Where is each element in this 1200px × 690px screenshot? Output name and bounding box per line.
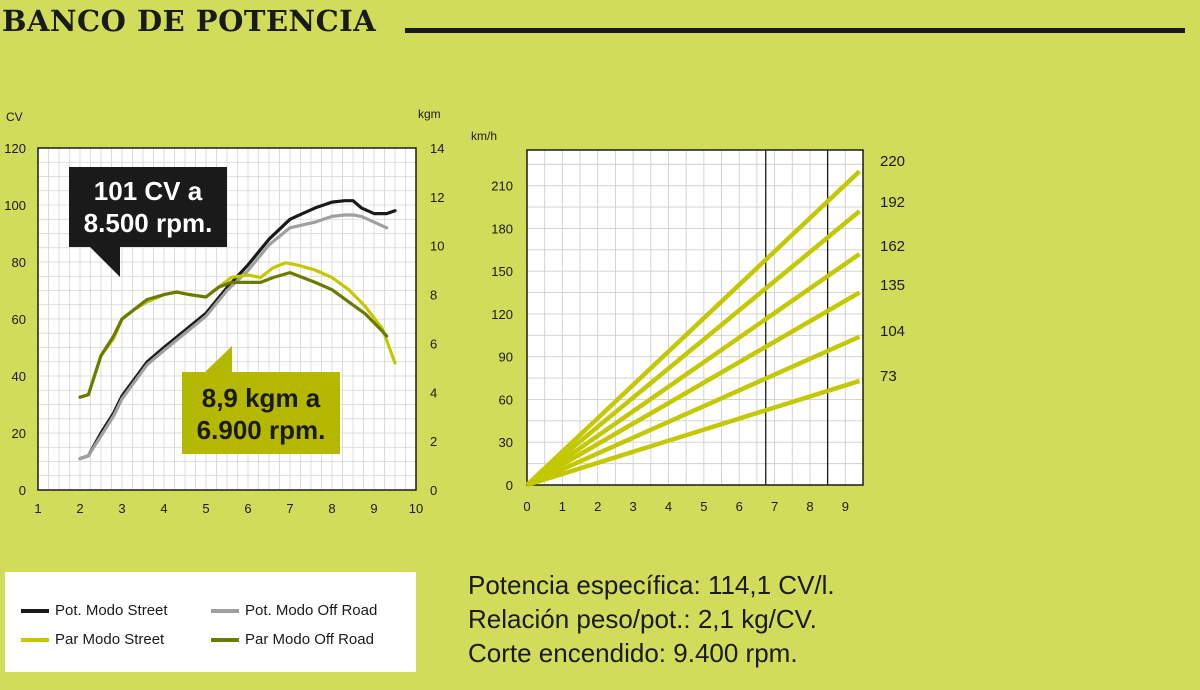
right-axis-unit: kgm (418, 107, 441, 121)
left-y-tick: 100 (4, 198, 26, 213)
speed-x-tick: 8 (806, 499, 813, 514)
right-y-tick: 6 (430, 336, 437, 351)
gear-line-220 (525, 169, 862, 487)
power-callout: 101 CV a 8.500 rpm. (69, 167, 227, 247)
left-x-tick: 1 (34, 501, 41, 516)
speed-x-tick: 6 (736, 499, 743, 514)
left-x-tick: 7 (286, 501, 293, 516)
left-y-tick: 40 (12, 369, 26, 384)
page-title: BANCO DE POTENCIA (2, 4, 377, 38)
left-y-tick: 0 (19, 483, 26, 498)
gear-end-label: 162 (880, 238, 905, 255)
spec-label: Potencia específica: (468, 570, 701, 600)
series-line-par-modo-off-road (78, 271, 389, 399)
speed-y-tick: 60 (499, 392, 513, 407)
left-plot-frame (37, 147, 417, 491)
legend-label: Par Modo Street (55, 631, 165, 648)
left-y-tick: 20 (12, 426, 26, 441)
left-y-tick: 80 (12, 255, 26, 270)
speed-x-tick: 1 (559, 499, 566, 514)
right-plot-frame (526, 149, 864, 486)
legend-swatch (21, 637, 49, 642)
gear-end-label: 135 (880, 277, 905, 294)
legend-item-par-offroad: Par Modo Off Road (211, 631, 374, 648)
left-x-tick: 2 (76, 501, 83, 516)
spec-value: 2,1 kg/CV. (697, 604, 817, 634)
power-callout-pointer (90, 247, 120, 277)
speed-x-tick: 3 (629, 499, 636, 514)
speed-y-tick: 30 (499, 435, 513, 450)
torque-callout-line1: 8,9 kgm a (201, 383, 321, 413)
speed-x-tick: 4 (665, 499, 672, 514)
gear-end-label: 73 (880, 368, 897, 385)
gear-line-135 (525, 290, 861, 487)
legend-item-pot-offroad: Pot. Modo Off Road (211, 602, 377, 619)
left-x-tick: 5 (202, 501, 209, 516)
legend-swatch (21, 608, 49, 613)
speed-x-tick: 5 (700, 499, 707, 514)
chart-legend: Pot. Modo Street Pot. Modo Off Road Par … (5, 572, 416, 672)
right-y-tick: 2 (430, 434, 437, 449)
legend-label: Pot. Modo Street (55, 602, 168, 619)
spec-value: 9.400 rpm. (673, 638, 798, 668)
right-y-tick: 8 (430, 288, 437, 303)
gear-line-162 (525, 252, 861, 487)
legend-label: Pot. Modo Off Road (245, 602, 378, 619)
left-y-tick: 60 (12, 312, 26, 327)
spec-potencia: Potencia específica: 114,1 CV/l. (468, 570, 835, 601)
speed-y-tick: 120 (491, 307, 513, 322)
spec-label: Corte encendido: (468, 638, 667, 668)
speed-y-tick: 210 (491, 179, 513, 194)
series-line-pot-modo-off-road (78, 213, 389, 461)
spec-corte: Corte encendido: 9.400 rpm. (468, 638, 798, 669)
right-y-tick: 0 (430, 483, 437, 498)
left-x-tick: 3 (118, 501, 125, 516)
spec-relacion: Relación peso/pot.: 2,1 kg/CV. (468, 604, 817, 635)
torque-callout-pointer (205, 346, 232, 372)
power-callout-line1: 101 CV a (93, 176, 203, 206)
left-x-tick: 9 (370, 501, 377, 516)
right-y-tick: 4 (430, 385, 437, 400)
torque-callout: 8,9 kgm a 6.900 rpm. (182, 372, 340, 454)
gear-end-label: 104 (880, 323, 905, 340)
speed-y-tick: 90 (499, 350, 513, 365)
title-rule (405, 28, 1185, 33)
power-callout-line2: 8.500 rpm. (83, 208, 213, 238)
speed-y-tick: 150 (491, 264, 513, 279)
speed-x-tick: 7 (771, 499, 778, 514)
left-x-tick: 4 (160, 501, 167, 516)
torque-callout-line2: 6.900 rpm. (196, 415, 326, 445)
gear-end-label: 220 (880, 153, 905, 170)
legend-swatch (211, 637, 239, 642)
speed-x-tick: 2 (594, 499, 601, 514)
gear-line-192 (525, 209, 861, 487)
spec-label: Relación peso/pot.: (468, 604, 691, 634)
left-x-tick: 10 (409, 501, 423, 516)
gear-line-104 (526, 334, 861, 488)
spec-value: 114,1 CV/l. (707, 570, 835, 600)
right-y-tick: 12 (430, 190, 444, 205)
speed-y-tick: 180 (491, 221, 513, 236)
left-axis-unit: CV (6, 110, 23, 124)
left-y-tick: 120 (4, 141, 26, 156)
left-x-tick: 8 (328, 501, 335, 516)
speed-x-tick: 0 (523, 499, 530, 514)
speed-y-tick: 0 (506, 478, 513, 493)
legend-item-par-street: Par Modo Street (21, 631, 164, 648)
gear-line-73 (526, 378, 861, 488)
legend-item-pot-street: Pot. Modo Street (21, 602, 168, 619)
speed-x-tick: 9 (842, 499, 849, 514)
speed-axis-unit: km/h (471, 129, 497, 143)
gear-end-label: 192 (880, 194, 905, 211)
right-y-tick: 10 (430, 239, 444, 254)
legend-swatch (211, 608, 239, 613)
legend-label: Par Modo Off Road (245, 631, 374, 648)
right-y-tick: 14 (430, 141, 444, 156)
left-x-tick: 6 (244, 501, 251, 516)
